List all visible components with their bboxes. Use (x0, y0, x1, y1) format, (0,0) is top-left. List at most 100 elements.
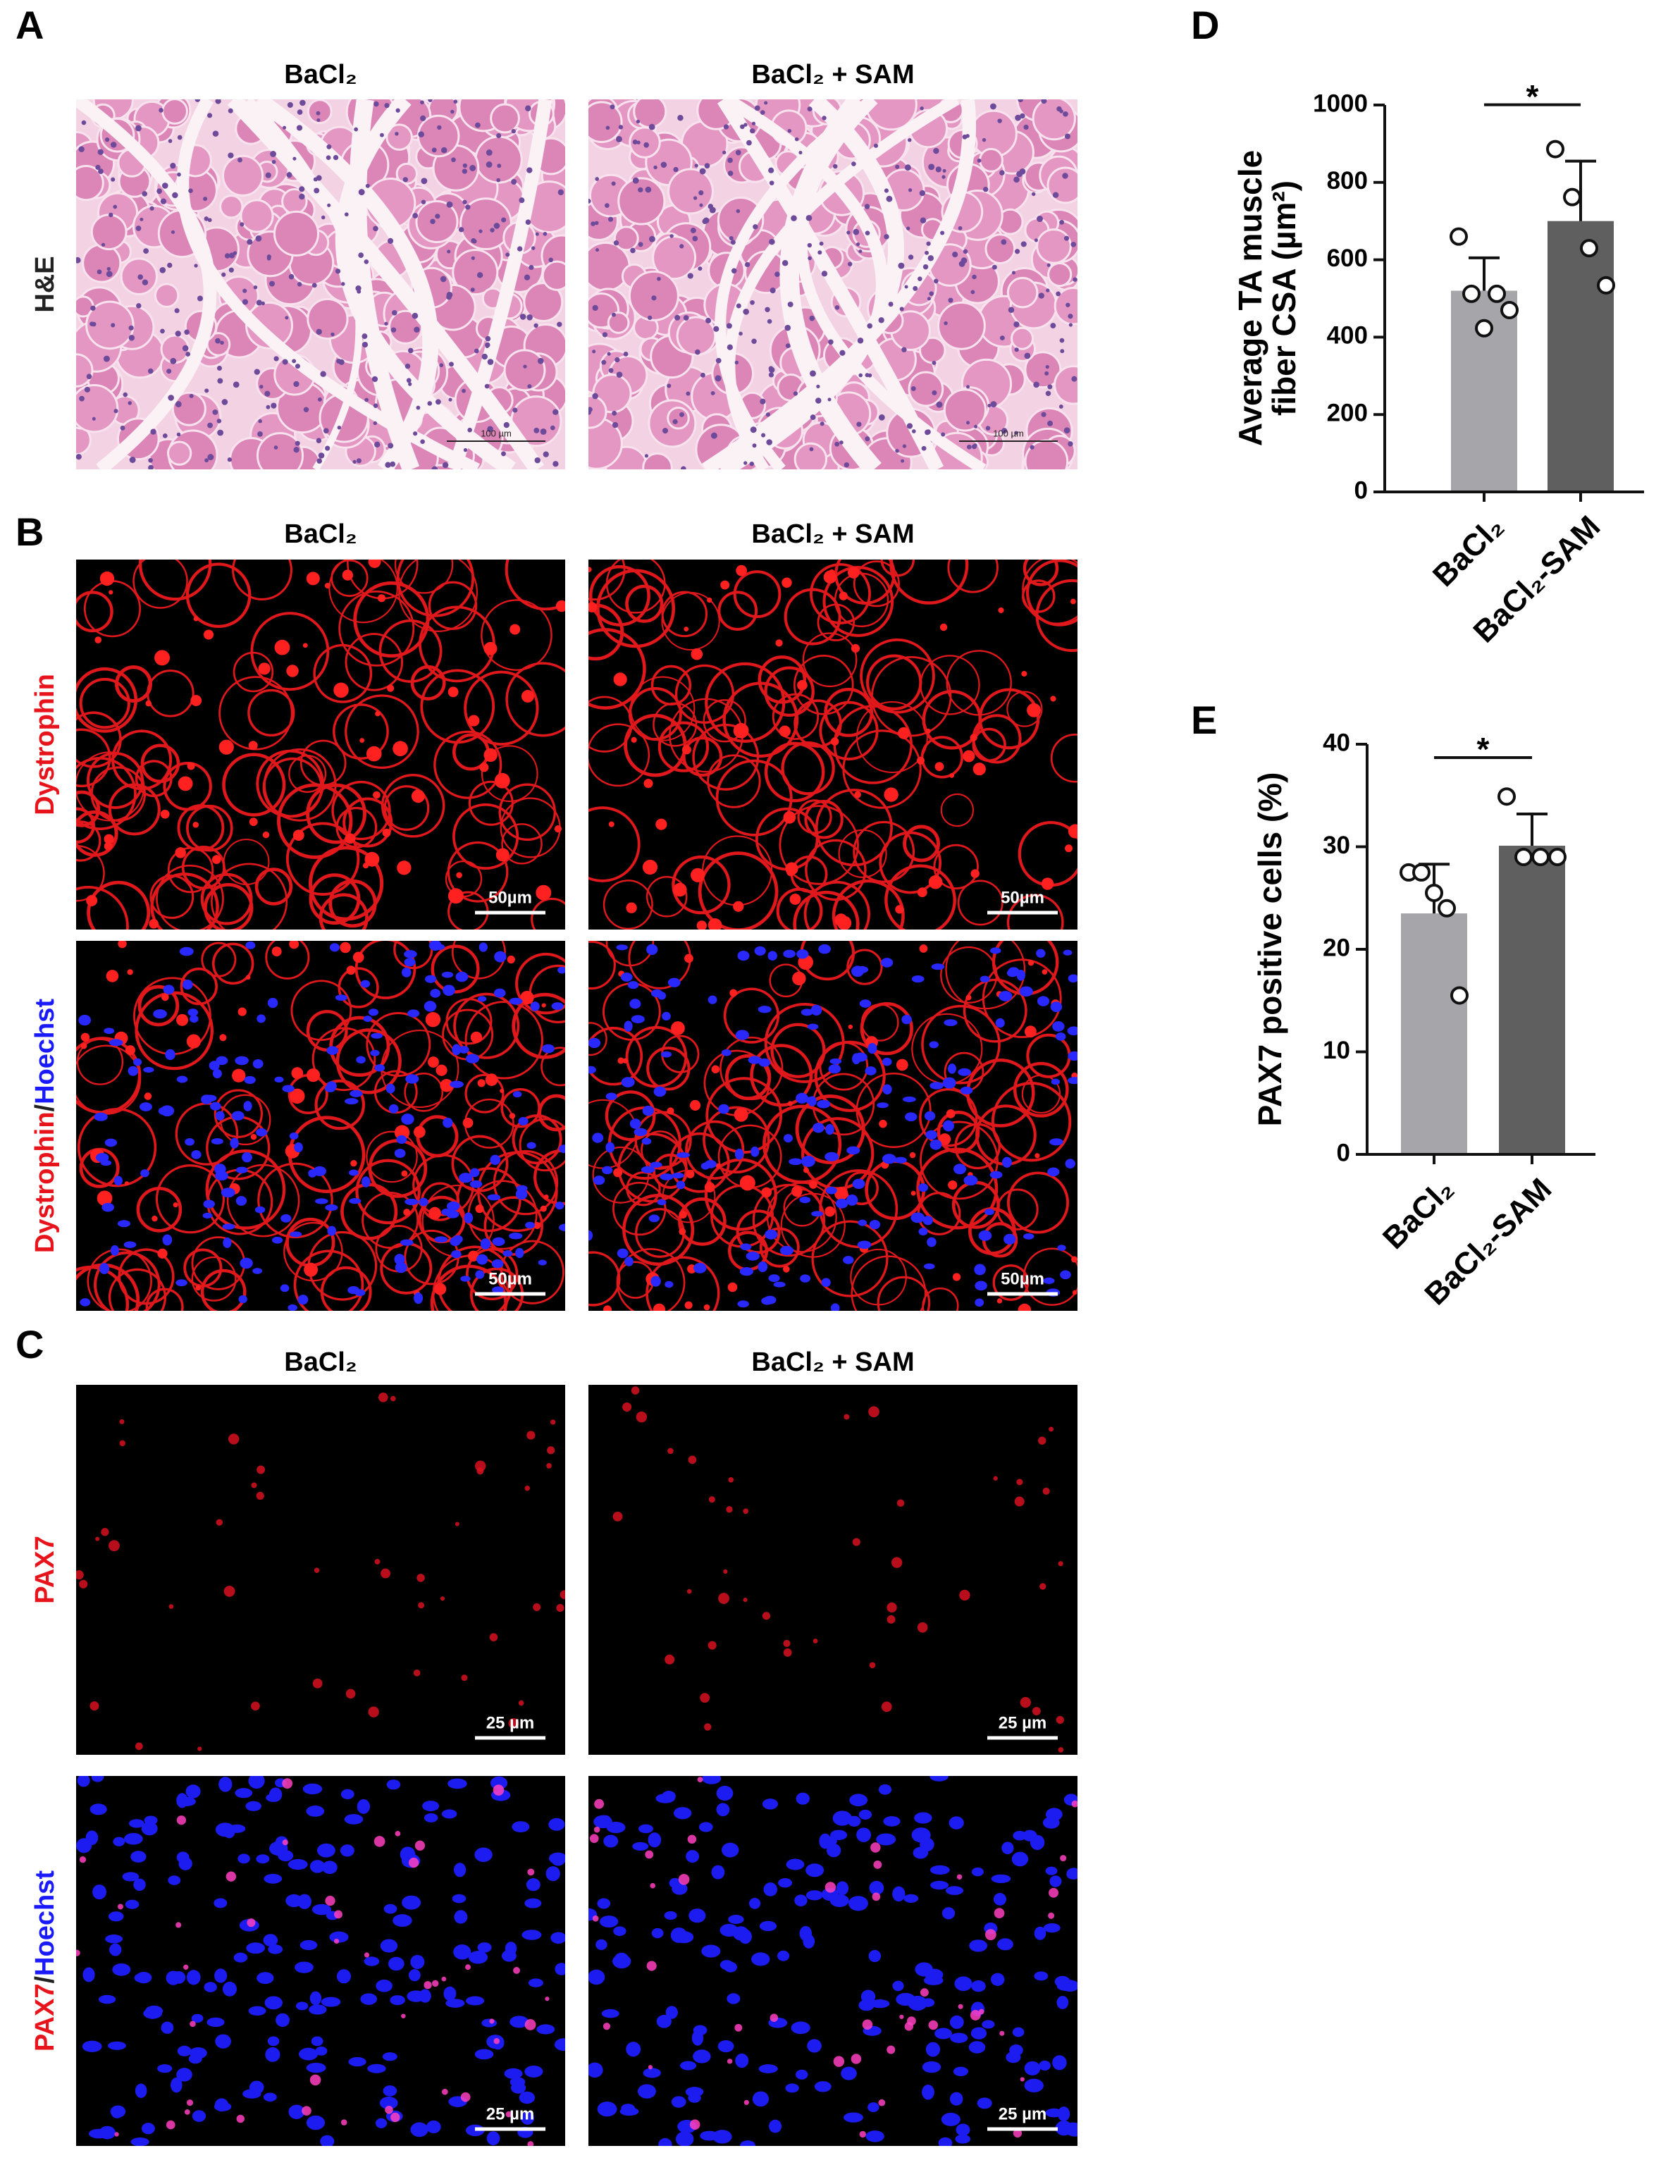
stain-blob (684, 627, 689, 631)
nucleus (606, 1821, 626, 1834)
nucleus (989, 1171, 1003, 1179)
nucleus (383, 2085, 397, 2097)
nucleus (1015, 114, 1021, 121)
fiber (613, 226, 639, 252)
nucleus (819, 241, 824, 246)
nucleus (329, 943, 340, 952)
nucleus (471, 256, 475, 260)
nucleus (1011, 271, 1016, 275)
fiber-outline (211, 863, 288, 930)
nucleus (185, 352, 191, 357)
nucleus (207, 454, 214, 461)
nucleus (846, 230, 851, 235)
nucleus (509, 2016, 529, 2028)
nucleus (737, 1300, 749, 1308)
nucleus (141, 2123, 155, 2135)
nucleus (685, 2087, 704, 2097)
nucleus (858, 249, 863, 254)
nucleus (420, 115, 426, 121)
pax7-dot (593, 1826, 600, 1833)
nucleus (518, 1116, 529, 1125)
stain-blob (939, 1133, 951, 1146)
nucleus (627, 981, 639, 989)
stain-blob (543, 1194, 549, 1199)
nucleus (1049, 1875, 1062, 1887)
pax7-dot (334, 1910, 342, 1919)
nucleus (505, 1942, 517, 1956)
pax7-dot (689, 2119, 700, 2130)
stain-blob (425, 1012, 441, 1028)
stain-blob (1034, 1153, 1040, 1159)
pax7-dot (970, 2010, 981, 2020)
nucleus (233, 381, 240, 388)
nucleus (316, 118, 321, 123)
nucleus (254, 1206, 266, 1214)
nucleus (293, 381, 299, 388)
nucleus (947, 1063, 957, 1074)
pax7-dot (89, 1701, 99, 1711)
nucleus (204, 1982, 217, 1992)
pax7-dot (878, 2099, 886, 2106)
nucleus (463, 448, 468, 452)
nucleus (796, 2069, 808, 2080)
stain-blob (248, 741, 258, 751)
nucleus (491, 1259, 504, 1269)
scale-bar-label: 100 µm (993, 428, 1024, 438)
nucleus (95, 1152, 109, 1163)
nucleus (203, 1094, 217, 1102)
nucleus (864, 204, 870, 209)
fiber-outline (957, 880, 1003, 926)
stain-blob (340, 942, 351, 954)
nucleus (541, 1044, 555, 1054)
fiber-outline (588, 1027, 643, 1086)
nucleus (450, 109, 455, 114)
nucleus (995, 1018, 1005, 1028)
pax7-dot (513, 1967, 520, 1974)
nucleus (394, 1254, 405, 1265)
nucleus (524, 2066, 543, 2078)
fiber-outline (762, 1104, 842, 1184)
nucleus (848, 261, 853, 266)
nucleus (698, 1822, 713, 1832)
nucleus (230, 1137, 239, 1149)
pax7-dot (928, 2020, 939, 2030)
nucleus (603, 1834, 619, 1848)
nucleus (782, 259, 789, 266)
nucleus (865, 1066, 877, 1075)
nucleus (437, 125, 442, 130)
nucleus (785, 343, 791, 349)
nucleus (977, 159, 982, 163)
nucleus (524, 274, 531, 280)
stain-blob (847, 567, 860, 579)
nucleus (458, 227, 464, 233)
stain-blob (809, 1180, 817, 1189)
fiber (1032, 99, 1076, 141)
nucleus (462, 163, 467, 168)
stain-blob (352, 951, 364, 963)
nucleus (865, 2130, 884, 2142)
nucleus (158, 1107, 169, 1115)
nucleus (641, 1166, 655, 1173)
fiber-outline (76, 885, 129, 930)
nucleus (390, 1995, 405, 2006)
nucleus (145, 2005, 163, 2017)
micrograph (76, 1385, 565, 1755)
nucleus (743, 309, 749, 315)
nucleus (140, 1169, 149, 1178)
pax7-dot (896, 1499, 905, 1507)
stain-blob (787, 1101, 793, 1106)
nucleus (1024, 352, 1031, 359)
pax7-dot (650, 1882, 656, 1889)
fiber-outline (132, 560, 188, 609)
nucleus (290, 1231, 302, 1238)
nucleus (770, 288, 776, 294)
nucleus (228, 108, 233, 113)
stain-blob (428, 1056, 439, 1068)
nucleus (104, 1028, 115, 1035)
fiber-outline (452, 941, 506, 980)
nucleus (92, 1884, 107, 1900)
nucleus (289, 1132, 299, 1140)
nucleus (716, 1803, 730, 1817)
stain-blob (485, 1073, 498, 1086)
stain-blob (895, 905, 904, 914)
